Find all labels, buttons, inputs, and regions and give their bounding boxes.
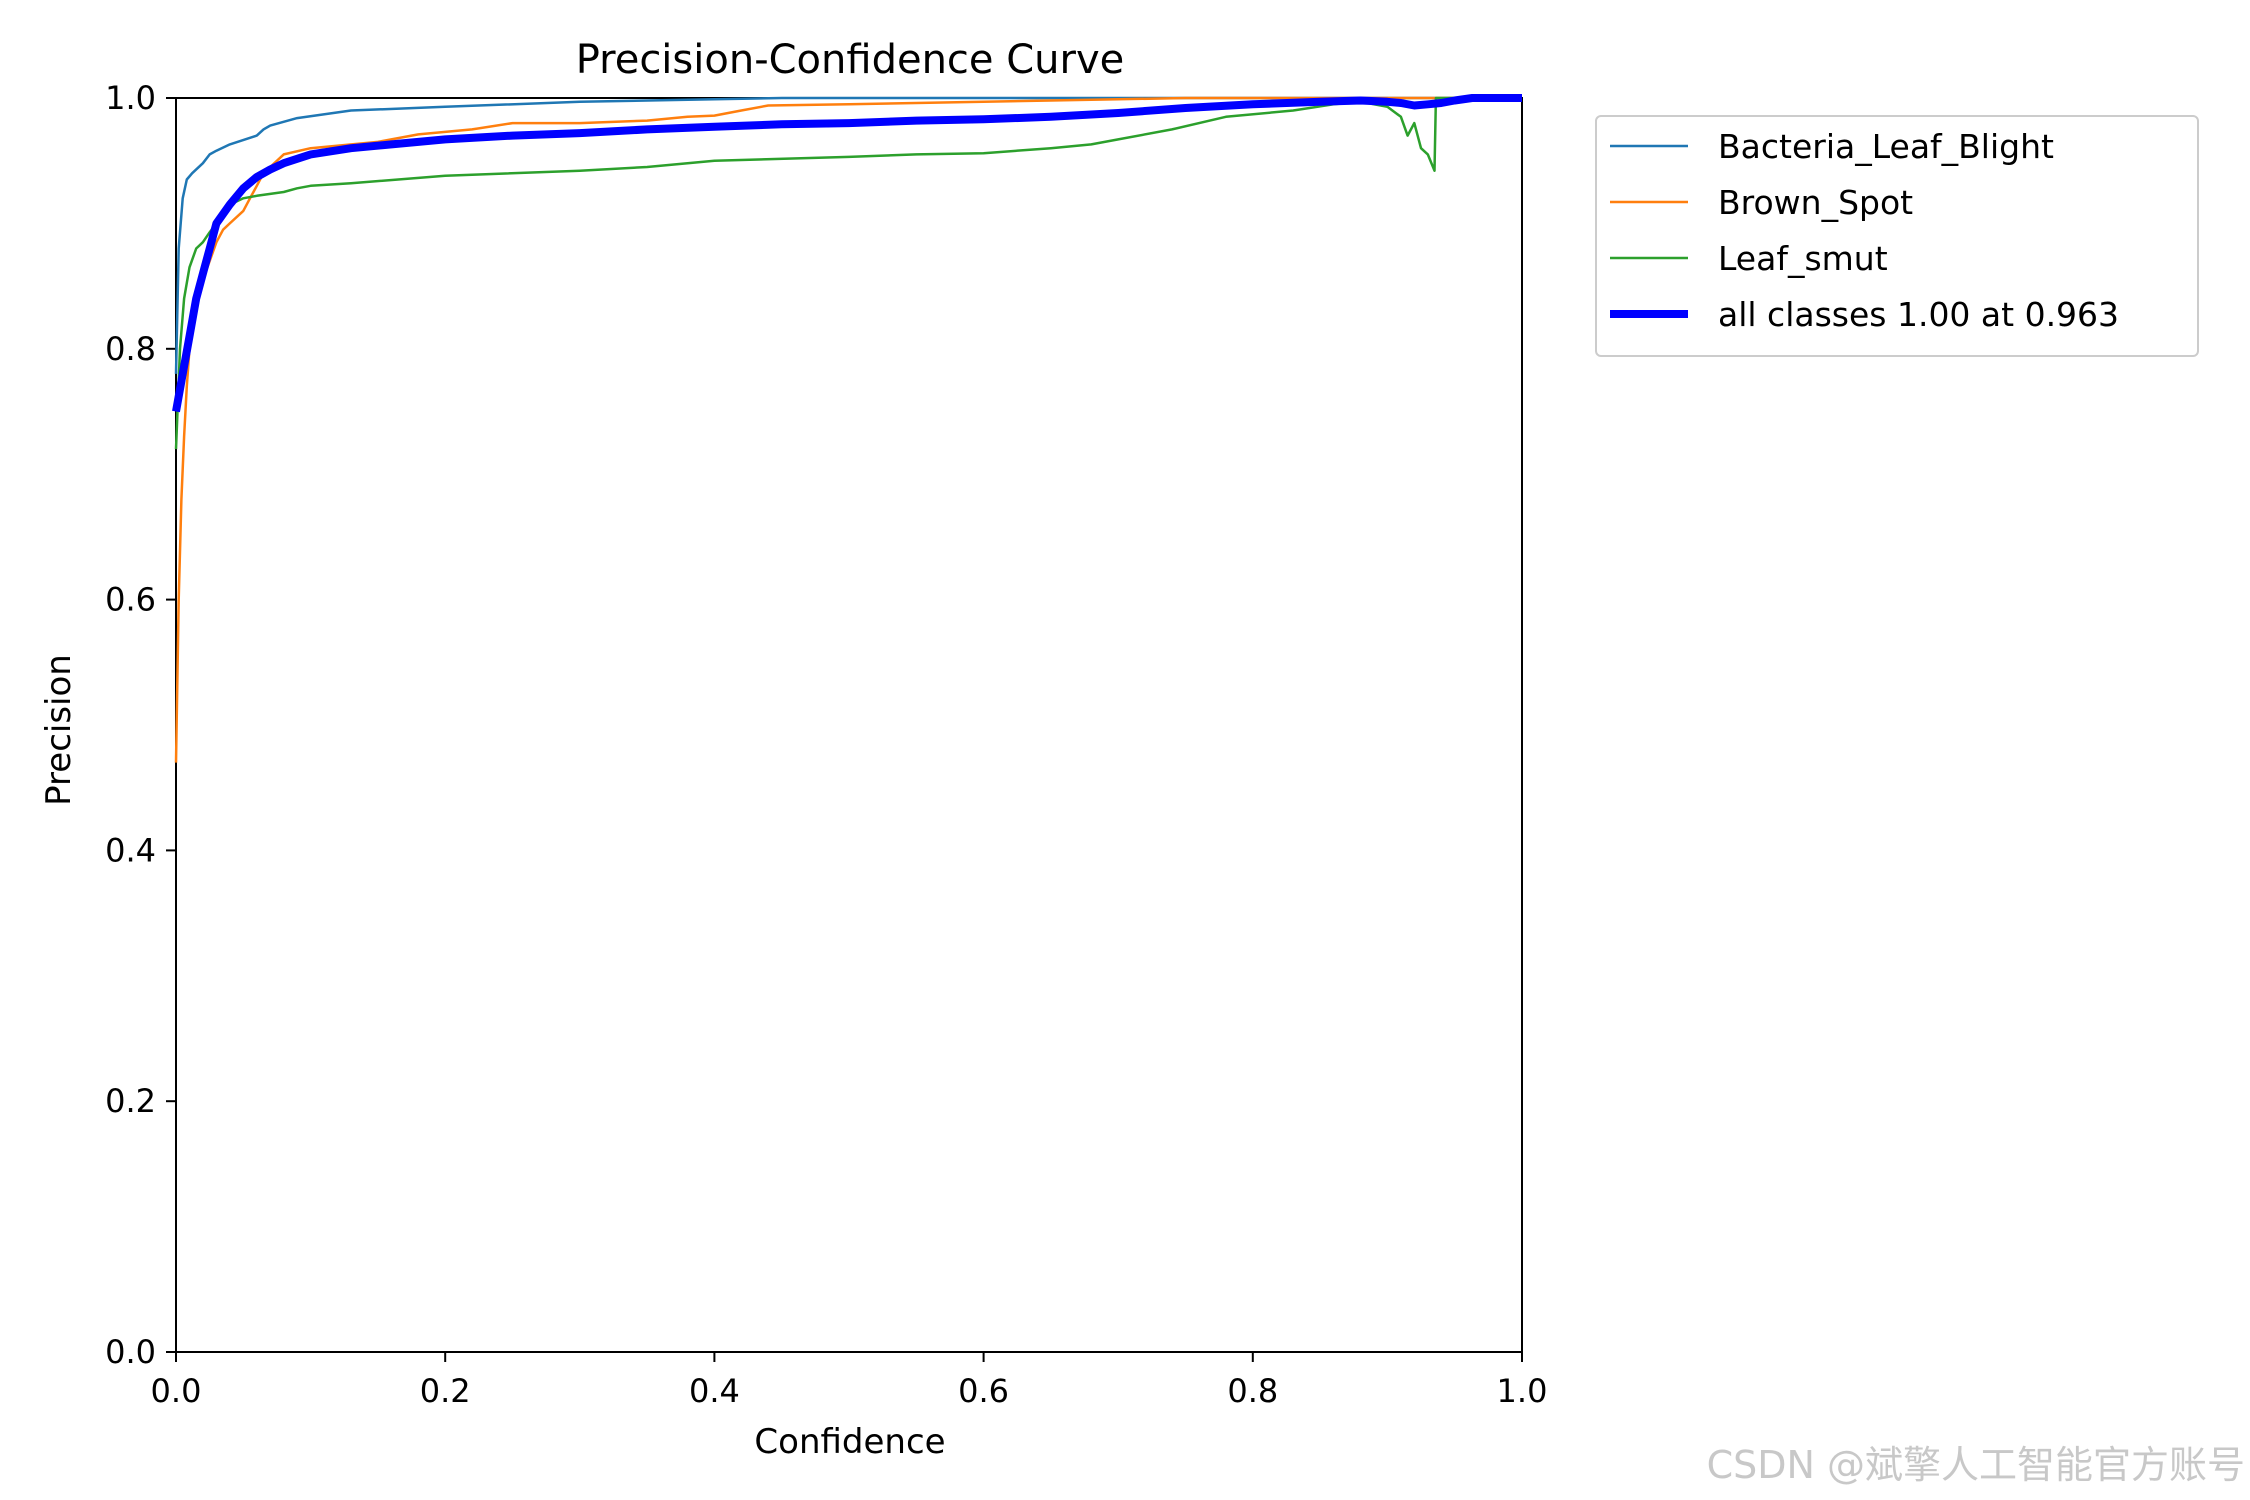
series-line-leaf-smut — [174, 96, 1522, 450]
series-line-bacteria-leaf-blight — [174, 96, 1522, 374]
y-tick-label: 0.8 — [105, 330, 156, 368]
legend: Bacteria_Leaf_Blight Brown_Spot Leaf_smuta… — [1595, 115, 2199, 357]
x-axis-label: Confidence — [754, 1422, 945, 1462]
x-tick-label: 0.2 — [420, 1372, 471, 1410]
x-tick-label: 0.0 — [151, 1372, 202, 1410]
y-axis-label: Precision — [39, 654, 79, 806]
legend-label: all classes 1.00 at 0.963 — [1718, 295, 2119, 334]
y-tick-label: 0.2 — [105, 1082, 156, 1120]
legend-label: Bacteria_Leaf_Blight — [1718, 127, 2054, 166]
legend-box — [1595, 115, 2199, 357]
x-axis-ticks: 0.0 0.2 0.4 0.6 0.8 1.0 — [151, 1352, 1548, 1410]
legend-label: Leaf_smut — [1718, 239, 1888, 278]
y-tick-label: 1.0 — [105, 79, 156, 117]
x-tick-label: 1.0 — [1497, 1372, 1548, 1410]
chart-title: Precision-Confidence Curve — [576, 37, 1125, 83]
y-tick-label: 0.4 — [105, 831, 156, 869]
series-line-brown-spot — [174, 96, 1522, 763]
y-axis-ticks: 0.0 0.2 0.4 0.6 0.8 1.0 — [105, 79, 176, 1371]
plot-area — [175, 97, 1523, 1353]
y-tick-label: 0.0 — [105, 1333, 156, 1371]
x-tick-label: 0.4 — [689, 1372, 740, 1410]
series-line-all-classes-1-00-at-0-963 — [172, 94, 1522, 413]
y-tick-label: 0.6 — [105, 581, 156, 619]
plot-frame — [175, 97, 1523, 1353]
series-layer — [172, 94, 1522, 763]
x-tick-label: 0.8 — [1227, 1372, 1278, 1410]
legend-label: Brown_Spot — [1718, 183, 1913, 222]
x-tick-label: 0.6 — [958, 1372, 1009, 1410]
watermark-text: CSDN @斌擎人工智能官方账号 — [1707, 1443, 2245, 1487]
